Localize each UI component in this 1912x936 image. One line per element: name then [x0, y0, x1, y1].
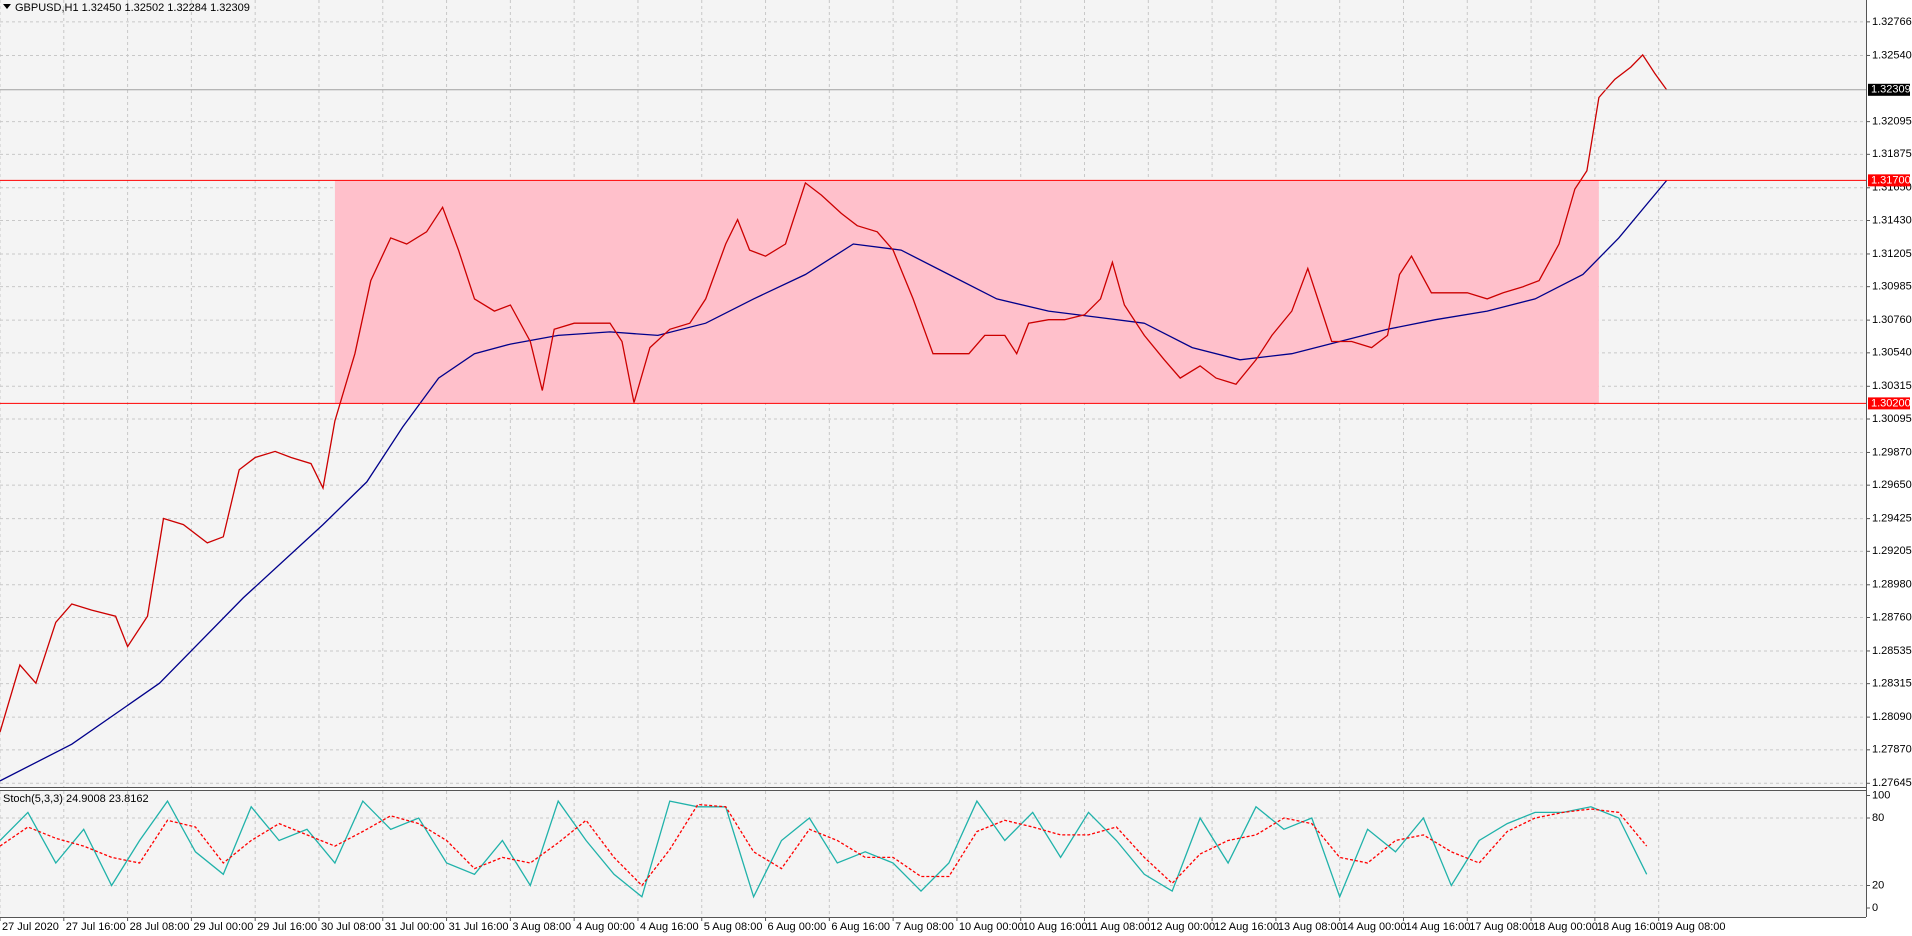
y-tick-label: 1.28760 [1872, 611, 1912, 623]
level-label: 1.30200 [1871, 397, 1911, 409]
indicator-panel [0, 791, 1866, 917]
level-label-bg [1868, 174, 1910, 187]
x-tick-label: 27 Jul 2020 [2, 921, 59, 933]
level-label: 1.31700 [1871, 174, 1911, 186]
x-tick-label: 27 Jul 16:00 [66, 921, 126, 933]
y-tick-label: 1.30315 [1872, 380, 1912, 392]
y-tick-label: 1.29205 [1872, 545, 1912, 557]
y-tick-label: 1.27870 [1872, 744, 1912, 756]
x-tick-label: 12 Aug 00:00 [1150, 921, 1215, 933]
price-line [0, 53, 1668, 733]
x-tick-label: 10 Aug 00:00 [959, 921, 1024, 933]
y-tick-label: 1.32766 [1872, 16, 1912, 28]
x-tick-label: 28 Jul 08:00 [130, 921, 190, 933]
level-label-bg [1868, 397, 1910, 410]
y-tick-label: 1.29425 [1872, 513, 1912, 525]
x-tick-label: 5 Aug 08:00 [704, 921, 763, 933]
x-tick-label: 19 Aug 08:00 [1661, 921, 1726, 933]
indicator-title: Stoch(5,3,3) 24.9008 23.8162 [3, 793, 149, 805]
x-tick-label: 30 Jul 08:00 [321, 921, 381, 933]
menu-icon[interactable] [3, 4, 11, 9]
y-tick-label: 1.31875 [1872, 148, 1912, 160]
x-tick-label: 4 Aug 00:00 [576, 921, 635, 933]
x-tick-label: 13 Aug 08:00 [1278, 921, 1343, 933]
x-tick-label: 10 Aug 16:00 [1023, 921, 1088, 933]
x-tick-label: 29 Jul 16:00 [257, 921, 317, 933]
x-tick-label: 14 Aug 00:00 [1342, 921, 1407, 933]
y-tick-label: 1.31205 [1872, 248, 1912, 260]
x-tick-label: 4 Aug 16:00 [640, 921, 699, 933]
y-tick-label: 1.32540 [1872, 49, 1912, 61]
y-tick-label: 80 [1872, 812, 1884, 824]
x-tick-label: 31 Jul 00:00 [385, 921, 445, 933]
y-tick-label: 1.28980 [1872, 579, 1912, 591]
y-tick-label: 1.28535 [1872, 645, 1912, 657]
x-tick-label: 29 Jul 00:00 [193, 921, 253, 933]
y-tick-label: 1.29650 [1872, 479, 1912, 491]
x-tick-label: 12 Aug 16:00 [1214, 921, 1279, 933]
x-tick-label: 31 Jul 16:00 [449, 921, 509, 933]
y-tick-label: 1.29870 [1872, 446, 1912, 458]
y-tick-label: 1.30540 [1872, 347, 1912, 359]
y-tick-label: 1.27645 [1872, 777, 1912, 789]
y-tick-label: 20 [1872, 879, 1884, 891]
stochastic-line [0, 803, 1648, 887]
x-tick-label: 7 Aug 08:00 [895, 921, 954, 933]
x-tick-label: 6 Aug 00:00 [768, 921, 827, 933]
x-tick-label: 14 Aug 16:00 [1405, 921, 1470, 933]
y-tick-label: 0 [1872, 902, 1878, 914]
y-tick-label: 1.30760 [1872, 314, 1912, 326]
y-tick-label: 1.28315 [1872, 678, 1912, 690]
y-tick-label: 1.28090 [1872, 711, 1912, 723]
x-tick-label: 6 Aug 16:00 [831, 921, 890, 933]
x-tick-label: 17 Aug 08:00 [1469, 921, 1534, 933]
chart-title: GBPUSD,H1 1.32450 1.32502 1.32284 1.3230… [15, 2, 250, 14]
y-tick-label: 1.32095 [1872, 116, 1912, 128]
y-tick-label: 100 [1872, 789, 1890, 801]
last-price-label: 1.32309 [1871, 84, 1911, 96]
last-price-bg [1868, 83, 1910, 96]
x-tick-label: 18 Aug 16:00 [1597, 921, 1662, 933]
stochastic-line [0, 799, 1648, 899]
y-tick-label: 1.30095 [1872, 413, 1912, 425]
x-tick-label: 3 Aug 08:00 [512, 921, 571, 933]
y-tick-label: 1.31430 [1872, 214, 1912, 226]
moving-average [0, 180, 1668, 782]
y-tick-label: 1.30985 [1872, 281, 1912, 293]
x-tick-label: 11 Aug 08:00 [1087, 921, 1151, 933]
x-tick-label: 18 Aug 00:00 [1533, 921, 1598, 933]
range-zone [334, 180, 1599, 404]
